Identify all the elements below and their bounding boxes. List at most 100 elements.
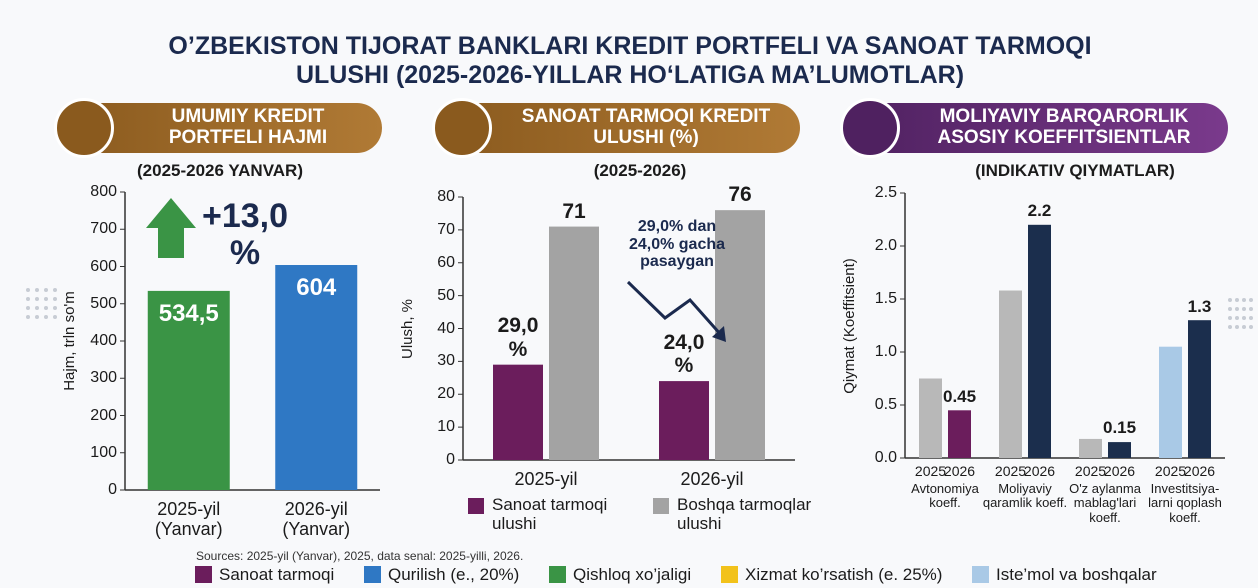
decor-dot xyxy=(1249,298,1253,302)
legend-swatch xyxy=(972,566,989,583)
decor-dot xyxy=(44,306,48,310)
x-tick-label: O'z aylanma mablag'lari koeff. xyxy=(1062,482,1148,525)
y-axis-label: Qiymat (Koeffitsient) xyxy=(842,258,859,394)
value-label: 1.3 xyxy=(1183,298,1216,317)
x-tick-label: 2025-yil (Yanvar) xyxy=(134,500,244,540)
decor-dot xyxy=(1242,325,1246,329)
decor-dot xyxy=(1242,298,1246,302)
header-icon xyxy=(54,98,114,158)
decor-dot xyxy=(35,315,39,319)
decor-dot xyxy=(1242,316,1246,320)
legend-label: Sanoat tarmoqi ulushi xyxy=(492,496,642,533)
y-tick-label: 1.0 xyxy=(857,343,897,361)
legend-label: Iste’mol va boshqalar xyxy=(996,566,1157,585)
legend-swatch xyxy=(549,566,566,583)
y-tick-label: 300 xyxy=(77,369,117,387)
y-tick-label: 800 xyxy=(77,183,117,201)
bar xyxy=(948,410,971,458)
y-tick-label: 50 xyxy=(415,287,455,305)
decor-dot xyxy=(26,306,30,310)
y-tick-label: 400 xyxy=(77,332,117,350)
series-tick-label: 2025 xyxy=(995,464,1026,479)
panel-header: MOLIYAVIY BARQARORLIK ASOSIY KOEFFITSIEN… xyxy=(848,103,1228,153)
bar xyxy=(659,381,709,460)
y-axis-label: Hajm, trln so'm xyxy=(62,291,79,391)
legend-label: Xizmat ko’rsatish (e. 25%) xyxy=(745,566,942,585)
up-arrow xyxy=(146,198,196,258)
value-label: 2.2 xyxy=(1023,202,1056,221)
decor-dot xyxy=(1249,307,1253,311)
decor-dot xyxy=(26,297,30,301)
x-tick-label: 2026-yil xyxy=(657,470,767,490)
x-tick-label: Avtonomiya koeff. xyxy=(902,482,988,511)
panel-subtitle: (2025-2026) xyxy=(594,162,687,181)
panel-title: MOLIYAVIY BARQARORLIK ASOSIY KOEFFITSIEN… xyxy=(900,107,1228,149)
bar xyxy=(1028,225,1051,458)
decor-dot xyxy=(35,297,39,301)
value-label: 534,5 xyxy=(143,301,235,327)
header-icon xyxy=(840,98,900,158)
source-note: Sources: 2025-yil (Yanvar), 2025, data s… xyxy=(196,550,523,563)
x-tick-label: Moliyaviy qaramlik koeff. xyxy=(982,482,1068,511)
series-tick-label: 2026 xyxy=(1024,464,1055,479)
bar xyxy=(549,227,599,460)
decor-dot xyxy=(1235,316,1239,320)
bar xyxy=(1079,439,1102,458)
y-tick-label: 500 xyxy=(77,295,117,313)
decor-dot xyxy=(1249,316,1253,320)
decor-dot xyxy=(1228,307,1232,311)
value-label: 0.45 xyxy=(943,388,976,407)
bar xyxy=(1188,320,1211,458)
y-tick-label: 80 xyxy=(415,188,455,206)
legend-label: Sanoat tarmoqi xyxy=(219,566,334,585)
series-tick-label: 2026 xyxy=(1184,464,1215,479)
y-tick-label: 2.5 xyxy=(857,184,897,202)
y-tick-label: 30 xyxy=(415,353,455,371)
series-tick-label: 2025 xyxy=(915,464,946,479)
y-tick-label: 0.5 xyxy=(857,396,897,414)
x-tick-label: 2025-yil xyxy=(491,470,601,490)
value-label: 0.15 xyxy=(1103,419,1136,438)
y-tick-label: 1.5 xyxy=(857,290,897,308)
decor-dot xyxy=(1235,307,1239,311)
panel-title: UMUMIY KREDIT PORTFELI HAJMI xyxy=(114,107,382,149)
legend-swatch xyxy=(468,498,484,514)
panel-subtitle: (2025-2026 YANVAR) xyxy=(137,162,303,181)
decor-dot xyxy=(1249,325,1253,329)
x-tick-label: Investitsiya-larni qoplash koeff. xyxy=(1142,482,1228,525)
infographic: O’ZBEKISTON TIJORAT BANKLARI KREDIT PORT… xyxy=(0,0,1258,588)
y-tick-label: 100 xyxy=(77,444,117,462)
value-label: 71 xyxy=(544,200,604,223)
decor-dot xyxy=(1235,298,1239,302)
header-icon xyxy=(432,98,492,158)
decor-dot xyxy=(35,306,39,310)
decor-dot xyxy=(1242,307,1246,311)
y-tick-label: 70 xyxy=(415,221,455,239)
decor-dot xyxy=(26,315,30,319)
decor-dot xyxy=(53,315,57,319)
legend-label: Qurilish (e., 20%) xyxy=(388,566,519,585)
y-tick-label: 0 xyxy=(415,451,455,469)
y-tick-label: 40 xyxy=(415,320,455,338)
y-tick-label: 700 xyxy=(77,220,117,238)
decor-dot xyxy=(35,288,39,292)
legend-swatch xyxy=(364,566,381,583)
decor-dot xyxy=(44,297,48,301)
decor-dot xyxy=(1228,325,1232,329)
series-tick-label: 2025 xyxy=(1075,464,1106,479)
page-title: O’ZBEKISTON TIJORAT BANKLARI KREDIT PORT… xyxy=(140,32,1120,90)
value-label: 604 xyxy=(270,275,362,301)
y-tick-label: 20 xyxy=(415,385,455,403)
panel-header: UMUMIY KREDIT PORTFELI HAJMI xyxy=(62,103,382,153)
legend-swatch xyxy=(721,566,738,583)
decor-dot xyxy=(1228,298,1232,302)
trend-arrow xyxy=(628,282,722,336)
decor-dot xyxy=(53,297,57,301)
legend-label: Boshqa tarmoqlar ulushi xyxy=(677,496,827,533)
y-tick-label: 2.0 xyxy=(857,237,897,255)
value-label: 76 xyxy=(710,183,770,206)
y-tick-label: 60 xyxy=(415,254,455,272)
annotation: +13,0 % xyxy=(190,198,300,273)
y-tick-label: 10 xyxy=(415,418,455,436)
panel-subtitle: (INDIKATIV QIYMATLAR) xyxy=(975,162,1175,181)
